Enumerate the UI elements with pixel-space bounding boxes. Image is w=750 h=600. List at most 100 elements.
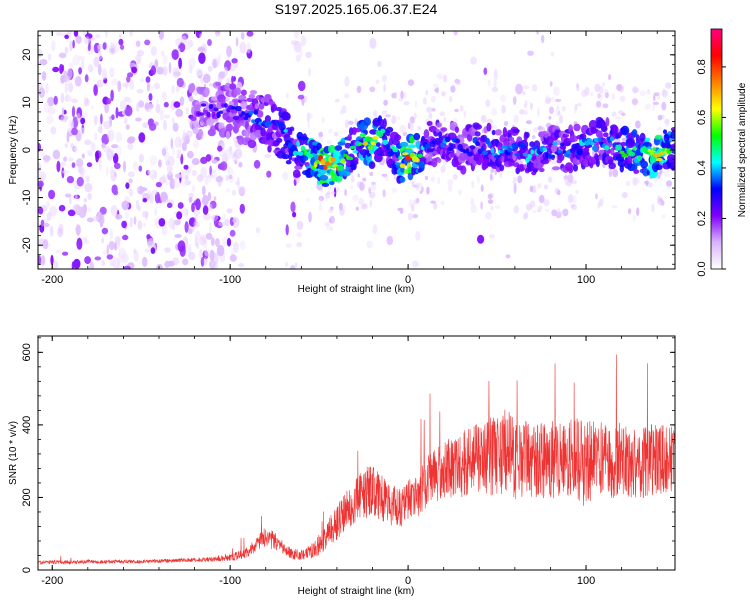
spectrogram-blob	[670, 131, 675, 140]
spectrogram-blob	[553, 86, 560, 96]
spectrogram-blob	[156, 264, 163, 269]
spectrogram-blob	[541, 34, 545, 44]
spectrogram-blob	[513, 114, 519, 124]
spectrogram-blob	[60, 92, 65, 104]
spectrogram-blob	[235, 105, 242, 112]
spectrogram-blob	[231, 58, 238, 64]
spectrogram-blob	[382, 174, 388, 179]
spectrogram-blob	[74, 76, 82, 87]
spectrogram-blob	[86, 149, 91, 156]
spectrogram-blob	[209, 165, 212, 176]
spectrogram-blob	[581, 89, 588, 98]
snr-y-axis: 0 200 400 600	[21, 337, 675, 573]
spectrogram-blob	[195, 198, 201, 211]
spectrogram-blob	[84, 256, 91, 265]
spectrogram-blob	[652, 104, 655, 112]
spectrogram-blob	[225, 116, 234, 123]
spectrogram-blob	[83, 198, 88, 203]
snr-line	[38, 354, 675, 566]
spectrogram-blob	[148, 93, 153, 101]
spectrogram-blob	[473, 124, 483, 130]
spectrogram-blob	[76, 176, 84, 187]
spectrogram-blob	[590, 91, 594, 97]
spectrogram-blob	[136, 187, 140, 192]
spectrogram-y-axis-label: Frequency (Hz)	[8, 116, 19, 185]
spectrogram-blob	[119, 100, 127, 112]
spectrogram-blob	[437, 176, 441, 185]
spectrogram-blob	[430, 176, 436, 183]
spectrogram-blob	[501, 144, 509, 150]
spectrogram-blob	[66, 131, 70, 143]
spectrogram-blob	[185, 208, 189, 217]
spectrogram-blob	[55, 32, 63, 37]
spectrogram-blob	[216, 244, 225, 257]
spectrogram-blob	[164, 247, 171, 253]
spectrogram-blob	[55, 249, 62, 254]
spectrogram-blob	[142, 198, 148, 203]
spectrogram-blob	[215, 238, 220, 247]
spectrogram-blob	[200, 256, 205, 267]
spectrogram-blob	[416, 183, 423, 187]
spectrogram-blob	[240, 32, 245, 40]
spectrogram-blob	[550, 51, 555, 57]
spectrogram-blob	[82, 237, 87, 243]
spectrogram-blob	[129, 31, 133, 37]
spectrogram-blob	[657, 95, 661, 100]
spectrogram-blob	[275, 137, 283, 143]
spectrogram-blob	[88, 64, 94, 73]
spectrogram-blob	[433, 202, 438, 210]
spectrogram-blob	[657, 126, 663, 131]
spectrogram-blob	[110, 205, 118, 216]
spectrogram-blob	[362, 141, 369, 146]
spectrogram-blob	[653, 94, 656, 102]
spectrogram-blob	[217, 54, 222, 62]
spectrogram-blob	[352, 150, 359, 154]
spectrogram-blob	[428, 113, 433, 119]
spectrogram-blob	[188, 228, 193, 235]
spectrogram-blob	[285, 224, 289, 236]
spectrogram-blob	[182, 258, 189, 266]
spectrogram-blob	[537, 205, 543, 211]
spectrogram-blob	[190, 82, 196, 92]
spectrogram-blob	[290, 40, 298, 46]
spectrogram-blob	[640, 160, 649, 169]
spectrogram-blob	[241, 111, 246, 115]
spectrogram-blob	[286, 92, 289, 99]
spectrogram-blob	[604, 145, 610, 151]
spectrogram-blob	[344, 123, 348, 129]
spectrogram-x-tick-label: 0	[405, 274, 411, 286]
spectrogram-blob	[240, 89, 247, 96]
spectrogram-blob	[62, 251, 69, 256]
spectrogram-blob	[482, 150, 488, 156]
spectrogram-blob	[557, 154, 565, 162]
spectrogram-blob	[333, 131, 339, 137]
spectrogram-blob	[601, 197, 604, 205]
colorbar-tick-label: 0.6	[696, 110, 708, 125]
spectrogram-blob	[74, 203, 81, 215]
spectrogram-blob	[264, 115, 271, 123]
spectrogram-blob	[601, 121, 607, 132]
spectrogram-blob	[436, 122, 442, 128]
spectrogram-blob	[381, 110, 388, 116]
spectrogram-blob	[386, 235, 394, 246]
spectrogram-blob	[83, 36, 90, 44]
spectrogram-blob	[394, 134, 402, 141]
spectrogram-blob	[39, 59, 48, 66]
spectrogram-blob	[181, 141, 187, 152]
spectrogram-blob	[80, 172, 85, 177]
spectrogram-blob	[469, 145, 476, 150]
spectrogram-blob	[595, 193, 598, 200]
spectrogram-blob	[294, 31, 298, 39]
spectrogram-blob	[540, 126, 546, 131]
spectrogram-blob	[307, 122, 310, 129]
spectrogram-blob	[330, 191, 336, 195]
spectrogram-blob	[576, 148, 583, 156]
spectrogram-blob	[40, 219, 45, 227]
spectrogram-blob	[359, 181, 365, 191]
spectrogram-blob	[369, 199, 373, 208]
spectrogram-blob	[177, 240, 186, 253]
spectrogram-blob	[562, 208, 569, 217]
spectrogram-blob	[602, 82, 605, 87]
spectrogram-blob	[200, 167, 208, 178]
spectrogram-blob	[633, 169, 640, 175]
